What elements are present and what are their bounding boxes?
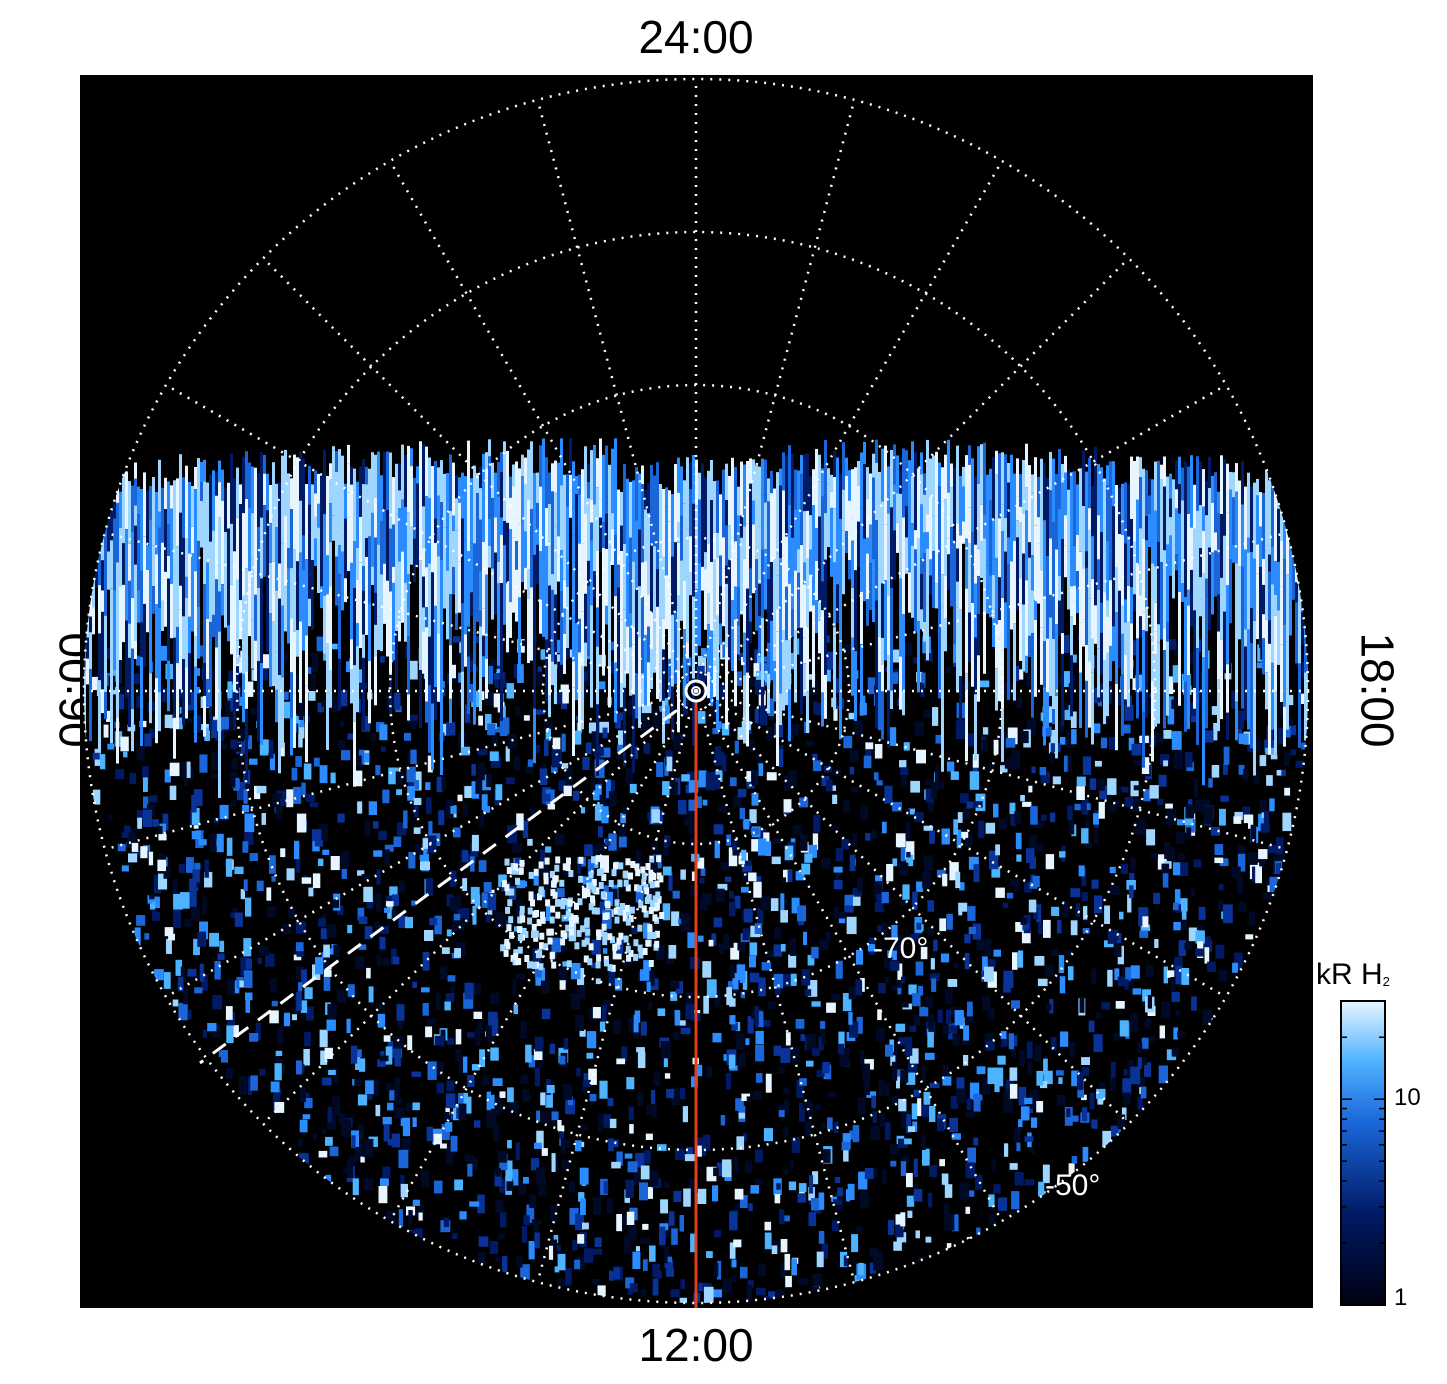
colorbar	[1340, 1000, 1386, 1306]
pole-marker	[684, 679, 708, 703]
colorbar-minor-ticks	[1341, 1000, 1385, 1244]
colorbar-tick-10: 10	[1394, 1084, 1421, 1111]
local-time-label-midnight: 24:00	[638, 11, 754, 63]
local-time-label-dusk: 18:00	[1351, 632, 1404, 748]
local-time-label-noon: 12:00	[638, 1319, 754, 1371]
auroral-emission-pixels	[84, 437, 1308, 1303]
latitude-label-70: -70°	[873, 932, 928, 965]
polar-auroral-map: -70° -50°	[80, 75, 1313, 1308]
viewing-boundary-dashed-line	[199, 709, 677, 1065]
colorbar-gradient	[1340, 1000, 1386, 1306]
colorbar-tick-1: 1	[1394, 1284, 1408, 1311]
colorbar-title: kR H2	[1316, 958, 1390, 991]
coordinate-grid	[82, 77, 1310, 1305]
latitude-label-50: -50°	[1045, 1169, 1100, 1202]
